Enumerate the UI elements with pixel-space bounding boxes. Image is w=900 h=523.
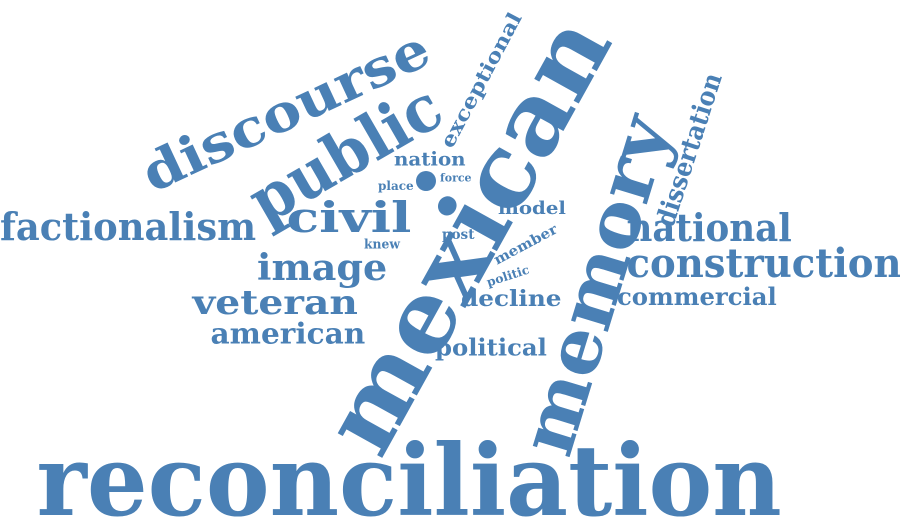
word-decline: decline xyxy=(460,286,562,312)
word-place: place xyxy=(378,179,414,193)
word-model: model xyxy=(498,198,566,219)
word-civil: civil xyxy=(286,193,412,242)
word-force: force xyxy=(440,171,472,185)
word-american: american xyxy=(210,316,366,351)
word-reconciliation: reconciliation xyxy=(36,424,782,523)
word-image: image xyxy=(256,247,388,289)
word-national: national xyxy=(626,205,792,250)
word-factionalism: factionalism xyxy=(0,204,257,249)
word-veteran: veteran xyxy=(192,283,358,323)
word-nation: nation xyxy=(394,148,466,171)
word-post: post xyxy=(442,227,475,243)
word-political: political xyxy=(435,334,547,362)
word-knew: knew xyxy=(363,237,400,253)
word-construction: construction xyxy=(626,240,900,287)
word-commercial: commercial xyxy=(617,282,777,311)
dot-mark xyxy=(416,171,436,191)
